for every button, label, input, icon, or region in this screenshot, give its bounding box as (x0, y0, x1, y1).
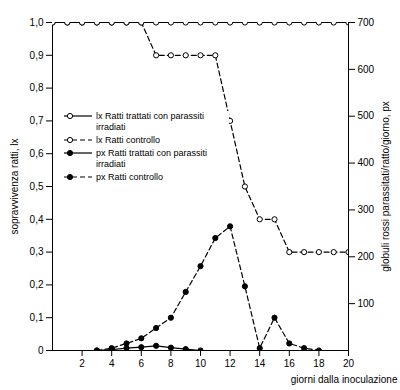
svg-text:2: 2 (79, 358, 85, 369)
svg-text:globuli rossi parassitati/ratt: globuli rossi parassitati/ratto/giorno, … (380, 101, 391, 272)
svg-text:0: 0 (38, 345, 44, 356)
svg-text:giorni dalla inoculazione: giorni dalla inoculazione (291, 374, 398, 385)
svg-text:sopravvivenza ratti, lx: sopravvivenza ratti, lx (9, 138, 20, 234)
svg-text:14: 14 (254, 358, 266, 369)
svg-text:0,6: 0,6 (30, 148, 44, 159)
svg-text:0,7: 0,7 (30, 115, 44, 126)
svg-text:0,5: 0,5 (30, 181, 44, 192)
html-text:px Ratti trattati con parassit: px Ratti trattati con parassiti irradiat… (96, 147, 207, 169)
svg-text:16: 16 (284, 358, 296, 369)
svg-text:0,8: 0,8 (30, 82, 44, 93)
svg-text:20: 20 (343, 358, 355, 369)
svg-text:500: 500 (358, 110, 375, 121)
svg-text:100: 100 (358, 298, 375, 309)
svg-text:6: 6 (139, 358, 145, 369)
html-text:px Ratti controllo: px Ratti controllo (96, 171, 163, 182)
svg-text:0,4: 0,4 (30, 214, 44, 225)
svg-text:12: 12 (225, 358, 237, 369)
html-text:lx Ratti trattati con parassit: lx Ratti trattati con parassiti irradiat… (96, 110, 204, 132)
svg-text:10: 10 (195, 358, 207, 369)
html-text:lx Ratti controllo: lx Ratti controllo (96, 134, 160, 145)
svg-text:300: 300 (358, 204, 375, 215)
svg-text:0,3: 0,3 (30, 246, 44, 257)
svg-text:1,0: 1,0 (30, 17, 44, 28)
svg-text:200: 200 (358, 251, 375, 262)
svg-text:0,2: 0,2 (30, 279, 44, 290)
svg-text:18: 18 (313, 358, 325, 369)
svg-text:0,9: 0,9 (30, 50, 44, 61)
svg-text:600: 600 (358, 64, 375, 75)
svg-text:8: 8 (168, 358, 174, 369)
svg-text:700: 700 (358, 17, 375, 28)
svg-text:4: 4 (109, 358, 115, 369)
svg-text:0,1: 0,1 (30, 312, 44, 323)
svg-text:400: 400 (358, 157, 375, 168)
